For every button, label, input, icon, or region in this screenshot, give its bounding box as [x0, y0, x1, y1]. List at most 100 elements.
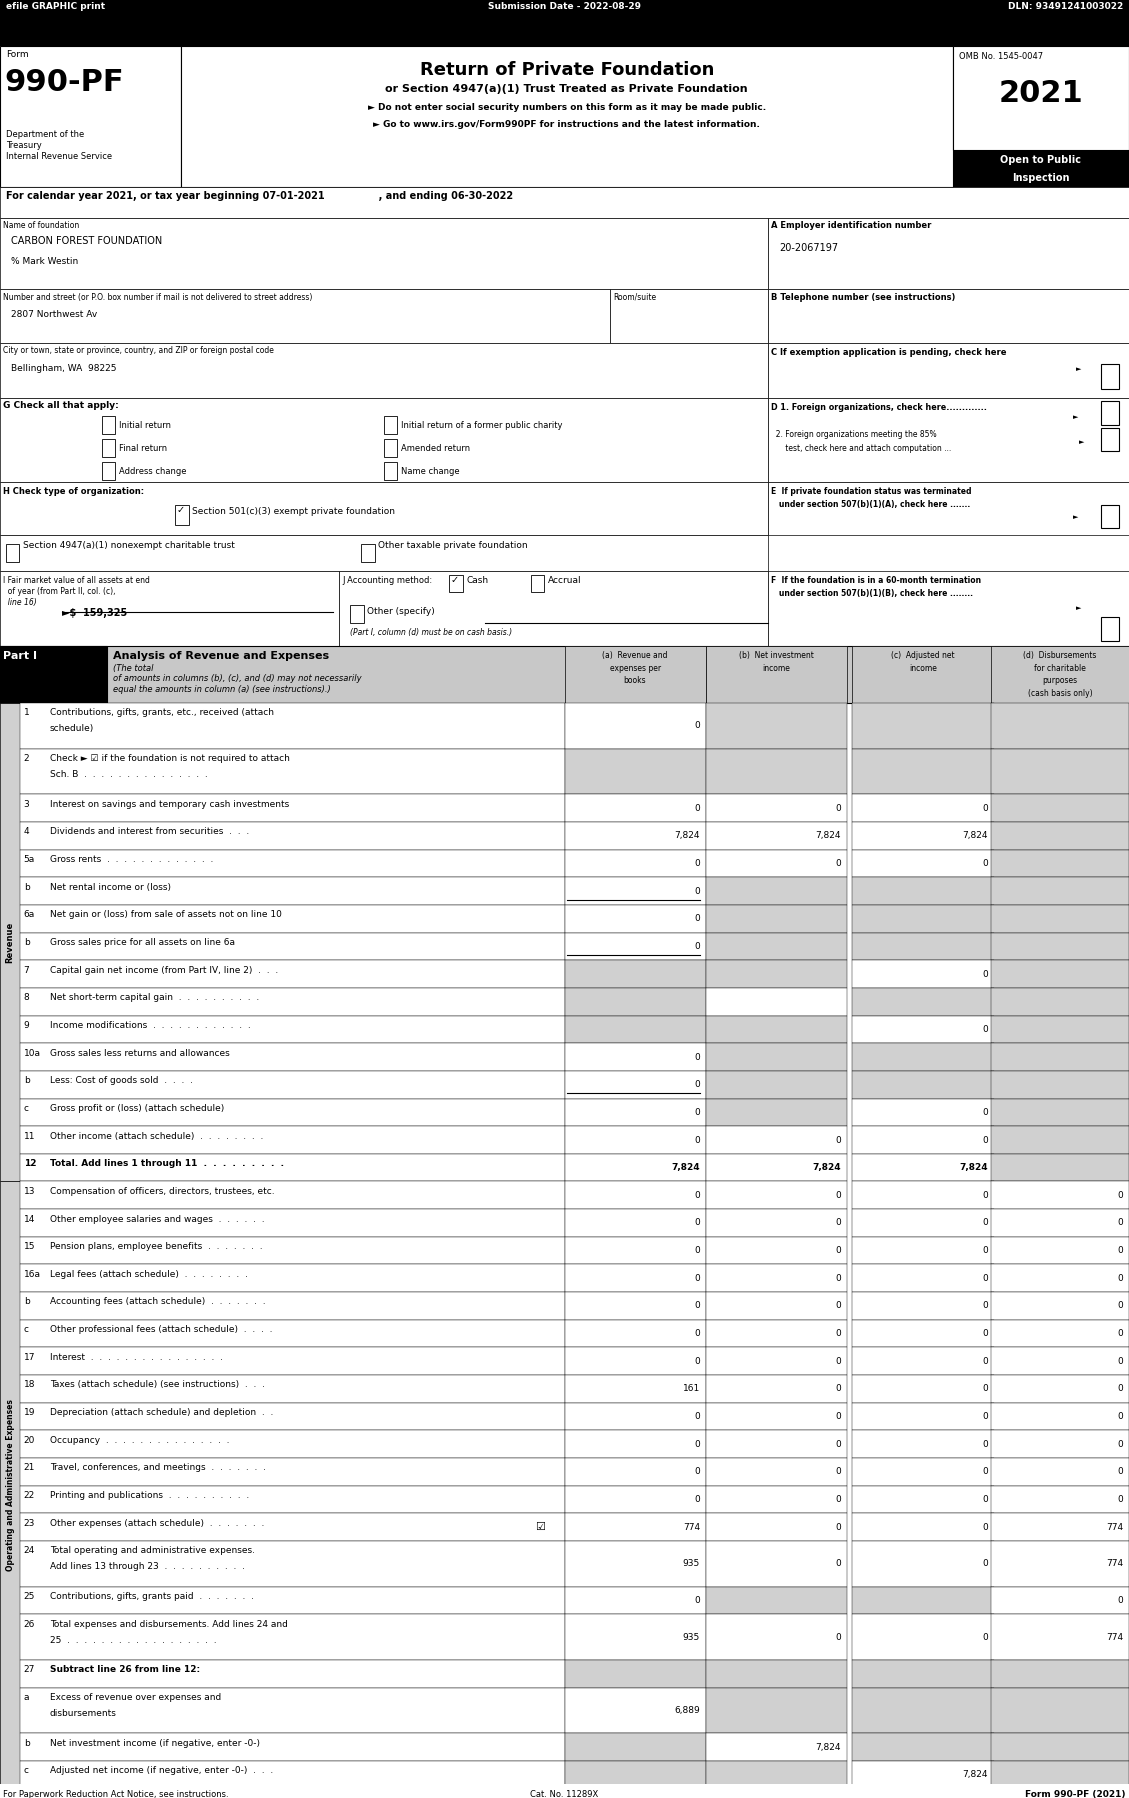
Bar [852, 1615, 994, 1660]
Bar [706, 987, 847, 1016]
Bar [564, 748, 706, 795]
Text: 0: 0 [694, 1357, 700, 1366]
Bar [852, 1264, 994, 1293]
Bar [706, 703, 847, 748]
Text: 0: 0 [982, 1633, 988, 1642]
Text: 0: 0 [694, 1190, 700, 1199]
Text: 3: 3 [24, 800, 29, 809]
Text: 0: 0 [982, 1384, 988, 1393]
Text: 0: 0 [835, 1246, 841, 1255]
Text: income: income [762, 663, 790, 672]
Text: 0: 0 [694, 804, 700, 813]
Text: 0: 0 [1118, 1384, 1123, 1393]
Text: 0: 0 [982, 1108, 988, 1117]
Bar [852, 1237, 994, 1264]
Text: 5a: 5a [24, 856, 35, 865]
Text: Analysis of Revenue and Expenses: Analysis of Revenue and Expenses [113, 651, 329, 662]
Bar [706, 1760, 847, 1789]
Bar [564, 1660, 706, 1688]
Text: 0: 0 [1118, 1496, 1123, 1505]
Text: H Check type of organization:: H Check type of organization: [3, 487, 145, 496]
Bar [0, 645, 1129, 703]
Bar [20, 1126, 564, 1154]
Text: 0: 0 [982, 1273, 988, 1282]
Text: ☑: ☑ [535, 1523, 544, 1532]
Bar [20, 703, 564, 748]
Bar [991, 1733, 1129, 1760]
Bar [20, 904, 564, 933]
Text: 0: 0 [694, 1273, 700, 1282]
Text: Cat. No. 11289X: Cat. No. 11289X [531, 1791, 598, 1798]
Text: Revenue: Revenue [6, 922, 15, 964]
Text: 0: 0 [835, 1523, 841, 1532]
Text: 7,824: 7,824 [815, 831, 841, 840]
Text: ►: ► [1076, 365, 1082, 372]
Text: for charitable: for charitable [1034, 663, 1086, 672]
Bar [706, 1485, 847, 1514]
Bar [852, 1347, 994, 1375]
Bar [706, 1660, 847, 1688]
Text: 0: 0 [982, 1440, 988, 1449]
Bar [706, 1615, 847, 1660]
Text: (The total: (The total [113, 663, 154, 672]
Bar [852, 1688, 994, 1733]
Bar [706, 1375, 847, 1402]
Bar [852, 850, 994, 877]
Bar [991, 1043, 1129, 1072]
Bar [852, 1181, 994, 1208]
Bar [564, 645, 706, 703]
Text: 0: 0 [982, 1411, 988, 1420]
Bar [564, 1181, 706, 1208]
Bar [564, 1154, 706, 1181]
Text: Legal fees (attach schedule)  .  .  .  .  .  .  .  .: Legal fees (attach schedule) . . . . . .… [50, 1269, 247, 1278]
Text: 0: 0 [835, 1357, 841, 1366]
Text: b: b [24, 1077, 29, 1086]
Text: (b)  Net investment: (b) Net investment [738, 651, 814, 660]
Text: of year (from Part II, col. (c),: of year (from Part II, col. (c), [3, 586, 116, 597]
Bar [991, 1237, 1129, 1264]
Text: Gross rents  .  .  .  .  .  .  .  .  .  .  .  .  .: Gross rents . . . . . . . . . . . . . [50, 856, 213, 865]
Text: Net short-term capital gain  .  .  .  .  .  .  .  .  .  .: Net short-term capital gain . . . . . . … [50, 992, 259, 1001]
Bar [1101, 363, 1119, 388]
Bar [768, 289, 1129, 343]
Text: Contributions, gifts, grants paid  .  .  .  .  .  .  .: Contributions, gifts, grants paid . . . … [50, 1591, 254, 1600]
Text: 4: 4 [24, 827, 29, 836]
Text: line 16): line 16) [3, 597, 37, 606]
Text: 0: 0 [1118, 1357, 1123, 1366]
Text: disbursements: disbursements [50, 1710, 116, 1719]
Text: 0: 0 [835, 1136, 841, 1145]
Bar [0, 482, 768, 536]
Bar [339, 572, 768, 645]
Bar [564, 1586, 706, 1615]
Text: 774: 774 [1106, 1559, 1123, 1568]
Bar [0, 218, 768, 289]
Bar [852, 1586, 994, 1615]
Bar [852, 904, 994, 933]
Bar [20, 1541, 564, 1586]
Text: 0: 0 [694, 1302, 700, 1311]
Text: Open to Public: Open to Public [1000, 155, 1082, 165]
Bar [20, 1181, 564, 1208]
Bar [706, 1043, 847, 1072]
Text: B Telephone number (see instructions): B Telephone number (see instructions) [771, 293, 955, 302]
Text: 26: 26 [24, 1620, 35, 1629]
Text: 6a: 6a [24, 910, 35, 919]
Bar [852, 703, 994, 748]
Text: b: b [24, 1298, 29, 1307]
Bar [768, 218, 1129, 289]
Bar [991, 795, 1129, 822]
Bar [564, 1293, 706, 1320]
Bar [564, 1485, 706, 1514]
Bar [0, 1789, 1129, 1798]
Bar [0, 572, 339, 645]
Text: 0: 0 [1118, 1246, 1123, 1255]
Bar [20, 1072, 564, 1099]
Text: 161: 161 [683, 1384, 700, 1393]
Text: Other (specify): Other (specify) [367, 606, 435, 615]
Bar [706, 1431, 847, 1458]
Text: 0: 0 [694, 913, 700, 922]
Bar [706, 1320, 847, 1347]
Text: 0: 0 [835, 1411, 841, 1420]
Text: ►: ► [1079, 439, 1085, 444]
Bar [0, 397, 768, 482]
